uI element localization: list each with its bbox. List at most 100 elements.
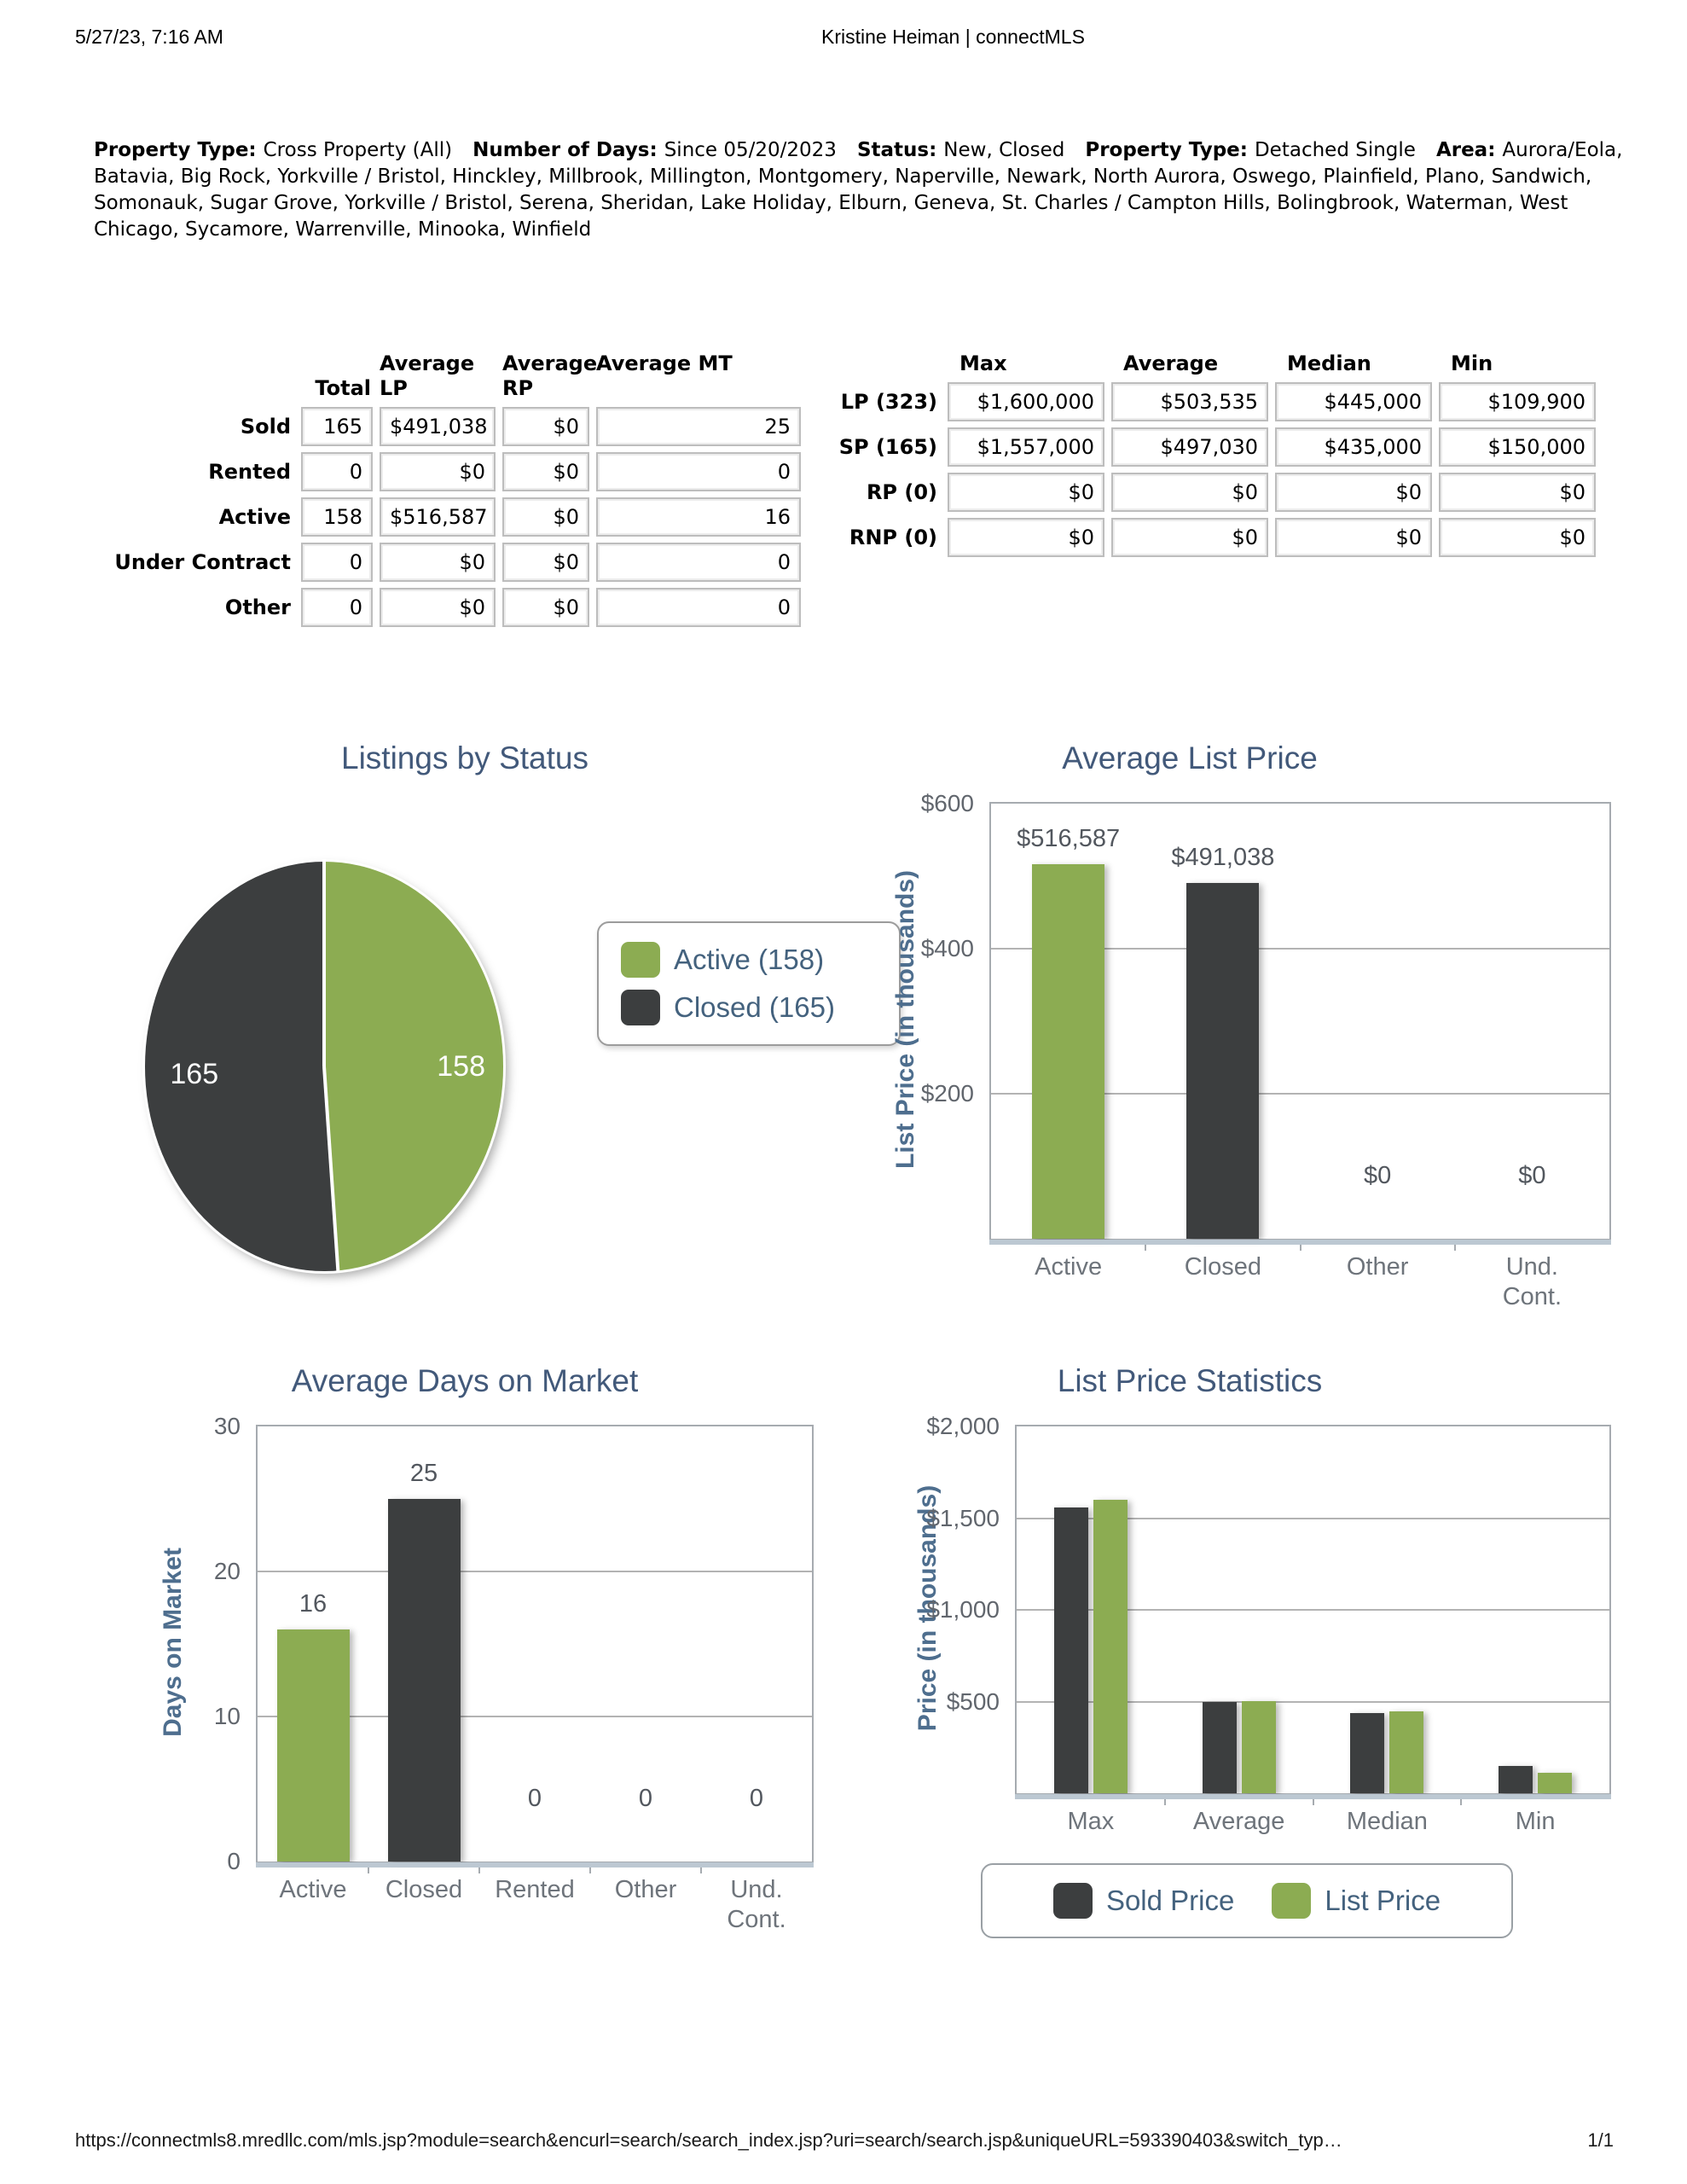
x-tick — [1145, 1239, 1147, 1251]
x-tick — [368, 1862, 369, 1873]
bar-value-label: 0 — [638, 1785, 653, 1812]
table-cell: 16 — [596, 497, 801, 537]
table-cell: $0 — [1275, 518, 1432, 557]
bar-value-label: $516,587 — [1017, 824, 1121, 852]
table-cell: $503,535 — [1111, 382, 1268, 421]
table-cell: 0 — [301, 588, 373, 627]
legend-label: Closed (165) — [674, 991, 835, 1023]
y-tick-label: $2,000 — [926, 1413, 1000, 1439]
table-cell: $1,600,000 — [948, 382, 1104, 421]
criteria-field-label: Area: — [1435, 139, 1503, 161]
table-cell: $1,557,000 — [948, 427, 1104, 467]
table-cell: $0 — [380, 452, 496, 491]
footer-page-number: 1/1 — [1587, 2129, 1614, 2151]
pie-slice-label: 165 — [170, 1058, 219, 1091]
criteria-field-value: New, Closed — [943, 139, 1065, 161]
gridline — [258, 1716, 812, 1717]
legend-label: Sold Price — [1105, 1885, 1235, 1916]
gridline — [1017, 1609, 1609, 1611]
criteria-field-value: Since 05/20/2023 — [664, 139, 837, 161]
y-tick-label: $1,500 — [926, 1504, 1000, 1531]
average-list-price-chart: Average List Price List Price (in thousa… — [853, 735, 1612, 1333]
x-tick — [1460, 1793, 1463, 1805]
table-cell: 158 — [301, 497, 373, 537]
legend-swatch-closed — [621, 990, 660, 1025]
chart-legend: Sold Price List Price — [981, 1863, 1513, 1938]
x-tick — [1453, 1239, 1456, 1251]
legend-swatch-list-price — [1272, 1883, 1312, 1919]
bar — [276, 1629, 350, 1862]
average-days-on-market-chart: Average Days on Market Days on Market 30… — [98, 1358, 832, 1989]
row-label: Other — [224, 595, 291, 619]
bar-value-label: $0 — [1363, 1162, 1392, 1189]
footer-url: https://connectmls8.mredllc.com/mls.jsp?… — [75, 2129, 1342, 2151]
table-cell: $0 — [502, 543, 589, 582]
x-category-label: Und. Cont. — [1502, 1253, 1562, 1310]
column-header: Average MT — [596, 351, 733, 375]
legend-swatch-sold-price — [1052, 1883, 1093, 1919]
gridline — [258, 1571, 812, 1572]
status-summary-table: Total Average LP Average RP Average MT Sold 1… — [98, 351, 801, 627]
list-price-statistics-chart: List Price Statistics Price (in thousand… — [853, 1358, 1612, 1989]
chart-title: Listings by Status — [341, 741, 588, 775]
criteria-field-value: Detached Single — [1254, 139, 1416, 161]
legend-item-closed: Closed (165) — [621, 990, 877, 1025]
x-tick — [1163, 1793, 1166, 1805]
y-tick-label: 0 — [227, 1848, 241, 1874]
criteria-field-label: Number of Days: — [472, 139, 664, 161]
table-cell: $0 — [502, 588, 589, 627]
y-tick-label: $400 — [920, 935, 974, 961]
table-cell: $0 — [948, 518, 1104, 557]
pie-slice-label: 158 — [437, 1049, 485, 1083]
bar-value-label: $491,038 — [1171, 843, 1275, 871]
criteria-segment: Number of Days: Since 05/20/2023 — [472, 139, 837, 161]
table-cell: $0 — [380, 543, 496, 582]
table-cell: $0 — [1439, 473, 1596, 512]
table-cell: 25 — [596, 407, 801, 446]
table-cell: 0 — [596, 452, 801, 491]
bar-list-price — [1241, 1700, 1276, 1793]
x-category-label: Active — [279, 1876, 347, 1903]
pie-slice-divider — [322, 862, 326, 1066]
y-tick-label: 30 — [213, 1413, 241, 1439]
x-category-label: Other — [1346, 1253, 1409, 1281]
table-cell: $491,038 — [380, 407, 496, 446]
plot-area: $600 $400 $200 Active Closed Other Und. Cont. $… — [921, 790, 1611, 1310]
criteria-segment: Area: Aurora/Eola, Batavia, Big Rock, Yo… — [94, 139, 1622, 241]
bar-value-label: $0 — [1518, 1162, 1546, 1189]
x-tick — [478, 1862, 480, 1873]
table-cell: $497,030 — [1111, 427, 1268, 467]
x-category-label: Closed — [1184, 1253, 1262, 1281]
bar-sold-price — [1053, 1507, 1088, 1793]
plot-area: $2,000 $1,500 $1,000 $500 Max Average Median Mi… — [926, 1413, 1611, 1835]
legend-swatch-active — [621, 942, 660, 978]
bar-value-label: 25 — [409, 1460, 438, 1487]
row-label: SP (165) — [838, 435, 937, 459]
row-label: Under Contract — [114, 550, 291, 574]
criteria-field-label: Status: — [856, 139, 944, 161]
table-cell: $0 — [948, 473, 1104, 512]
row-label: RP (0) — [866, 480, 937, 504]
column-header: Max — [959, 351, 1007, 375]
print-title: Kristine Heiman | connectMLS — [821, 26, 1085, 48]
x-category-label: Min — [1515, 1808, 1556, 1835]
x-category-label: Max — [1067, 1808, 1115, 1835]
bar-list-price — [1538, 1773, 1573, 1793]
listings-by-status-chart: Listings by Status 158 165 Active (158) C… — [98, 735, 901, 1324]
table-cell: $0 — [502, 452, 589, 491]
table-cell: $0 — [1111, 473, 1268, 512]
table-cell: $0 — [502, 407, 589, 446]
column-header: Min — [1451, 351, 1493, 375]
x-tick — [1312, 1793, 1314, 1805]
legend-label: Active (158) — [674, 944, 825, 975]
gridline — [1017, 1517, 1609, 1519]
criteria-field-label: Property Type: — [94, 139, 264, 161]
legend-item-active: Active (158) — [621, 942, 877, 978]
table-cell: $150,000 — [1439, 427, 1596, 467]
column-header: Median — [1287, 351, 1371, 375]
bar-sold-price — [1499, 1765, 1533, 1793]
row-label: LP (323) — [840, 390, 937, 414]
bar-list-price — [1389, 1711, 1424, 1793]
gridline — [1017, 1700, 1609, 1703]
